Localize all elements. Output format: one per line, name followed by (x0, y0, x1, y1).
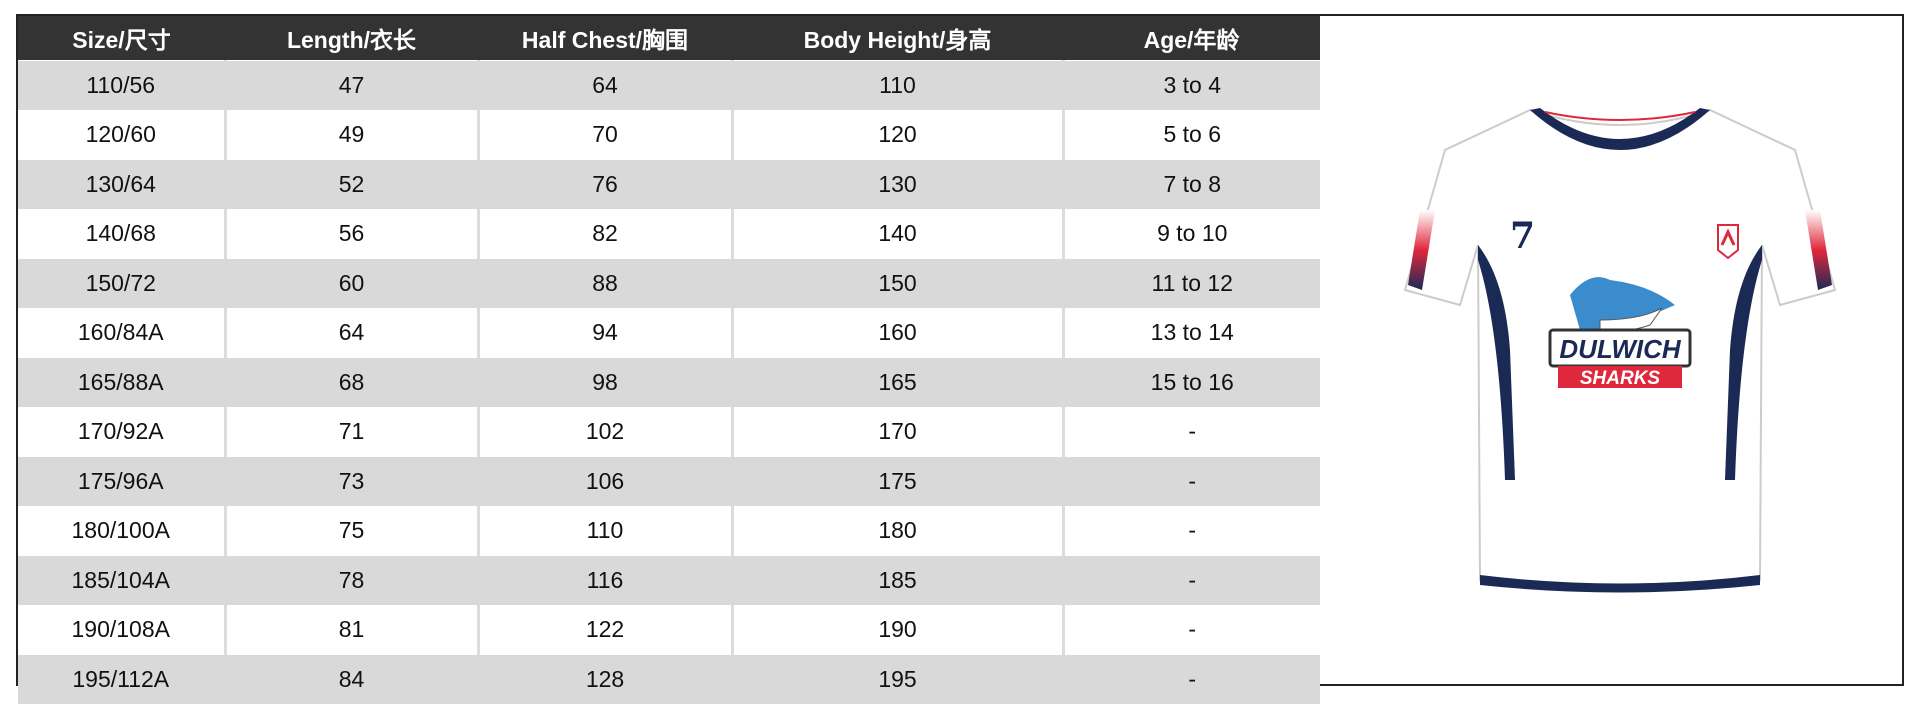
table-cell: 160/84A (18, 307, 227, 358)
table-row: 160/84A 64 94 160 13 to 14 (18, 307, 1320, 358)
left-sleeve-stripe (1408, 210, 1435, 290)
table-cell: 64 (225, 307, 480, 358)
right-side-panel (1725, 245, 1762, 480)
table-cell: 140/68 (18, 208, 227, 259)
right-sleeve-stripe (1805, 210, 1832, 290)
table-cell: 185 (732, 555, 1065, 605)
table-cell: 195 (732, 654, 1065, 704)
table-cell: 130/64 (18, 159, 227, 209)
table-cell: 9 to 10 (1063, 208, 1320, 259)
table-cell: 170 (732, 406, 1065, 457)
table-cell: 70 (478, 109, 734, 160)
table-cell: 3 to 4 (1063, 60, 1320, 110)
table-row: 165/88A 68 98 165 15 to 16 (18, 357, 1320, 407)
column-header: Half Chest/胸围 (478, 16, 732, 61)
table-cell: 150/72 (18, 258, 227, 308)
table-cell: 5 to 6 (1063, 109, 1320, 160)
table-cell: 73 (225, 456, 480, 506)
table-cell: 160 (732, 307, 1065, 358)
column-header: Body Height/身高 (732, 16, 1063, 61)
left-side-panel (1478, 245, 1515, 480)
table-cell: - (1063, 604, 1320, 655)
table-cell: 110 (478, 505, 734, 556)
table-cell: 56 (225, 208, 480, 259)
table-cell: 84 (225, 654, 480, 704)
table-cell: 13 to 14 (1063, 307, 1320, 358)
table-cell: - (1063, 406, 1320, 457)
table-cell: 102 (478, 406, 734, 457)
table-cell: - (1063, 505, 1320, 556)
table-cell: 140 (732, 208, 1065, 259)
table-cell: 7 to 8 (1063, 159, 1320, 209)
table-cell: - (1063, 555, 1320, 605)
table-cell: 130 (732, 159, 1065, 209)
table-cell: 82 (478, 208, 734, 259)
table-row: 130/64 52 76 130 7 to 8 (18, 159, 1320, 209)
table-cell: 98 (478, 357, 734, 407)
table-cell: 190/108A (18, 604, 227, 655)
column-header: Length/衣长 (225, 16, 478, 61)
table-cell: 175 (732, 456, 1065, 506)
table-cell: 128 (478, 654, 734, 704)
table-cell: 81 (225, 604, 480, 655)
logo-text-dulwich: DULWICH (1559, 334, 1682, 364)
table-row: 190/108A 81 122 190- (18, 604, 1320, 655)
hem (1480, 575, 1760, 593)
table-cell: 120 (732, 109, 1065, 160)
table-cell: 94 (478, 307, 734, 358)
header-row: Size/尺寸 Length/衣长 Half Chest/胸围 Body Height… (18, 16, 1320, 61)
table-cell: 180 (732, 505, 1065, 556)
table-row: 110/56 47 64 110 3 to 4 (18, 60, 1320, 110)
size-chart-table: Size/尺寸 Length/衣长 Half Chest/胸围 Body Height… (18, 16, 1320, 704)
table-cell: 110 (732, 60, 1065, 110)
table-row: 150/72 60 88 150 11 to 12 (18, 258, 1320, 308)
table-cell: 15 to 16 (1063, 357, 1320, 407)
column-header: Size/尺寸 (18, 16, 225, 61)
table-cell: 190 (732, 604, 1065, 655)
table-row: 120/60 49 70 120 5 to 6 (18, 109, 1320, 160)
table-cell: 106 (478, 456, 734, 506)
table-cell: 52 (225, 159, 480, 209)
table-cell: 71 (225, 406, 480, 457)
table-cell: 68 (225, 357, 480, 407)
table-cell: 122 (478, 604, 734, 655)
table-row: 180/100A 75 110 180- (18, 505, 1320, 556)
table-cell: 180/100A (18, 505, 227, 556)
table-cell: - (1063, 654, 1320, 704)
table-cell: 76 (478, 159, 734, 209)
collar (1530, 108, 1710, 150)
table-cell: 47 (225, 60, 480, 110)
shark-logo: DULWICH SHARKS (1548, 277, 1692, 389)
table-cell: 175/96A (18, 456, 227, 506)
table-cell: 150 (732, 258, 1065, 308)
table-cell: 116 (478, 555, 734, 605)
table-cell: 11 to 12 (1063, 258, 1320, 308)
table-row: 175/96A 73 106 175- (18, 456, 1320, 506)
table-cell: 185/104A (18, 555, 227, 605)
table-cell: 195/112A (18, 654, 227, 704)
table-row: 170/92A 71 102 170- (18, 406, 1320, 457)
table-row: 185/104A 78 116 185- (18, 555, 1320, 605)
table-cell: 78 (225, 555, 480, 605)
jersey-number: 7 (1510, 215, 1535, 257)
table-cell: 60 (225, 258, 480, 308)
table-cell: - (1063, 456, 1320, 506)
table-cell: 120/60 (18, 109, 227, 160)
table-cell: 165/88A (18, 357, 227, 407)
table-cell: 110/56 (18, 60, 227, 110)
table-cell: 170/92A (18, 406, 227, 457)
table-cell: 49 (225, 109, 480, 160)
table-row: 140/68 56 82 140 9 to 10 (18, 208, 1320, 259)
table-cell: 88 (478, 258, 734, 308)
column-header: Age/年龄 (1063, 16, 1320, 61)
table-cell: 165 (732, 357, 1065, 407)
table-row: 195/112A 84 128 195- (18, 654, 1320, 704)
table-cell: 75 (225, 505, 480, 556)
table-cell: 64 (478, 60, 734, 110)
school-crest-icon (1717, 224, 1739, 260)
jersey-image: 7 DULWICH SHARKS (1403, 108, 1837, 593)
logo-text-sharks: SHARKS (1580, 368, 1661, 389)
